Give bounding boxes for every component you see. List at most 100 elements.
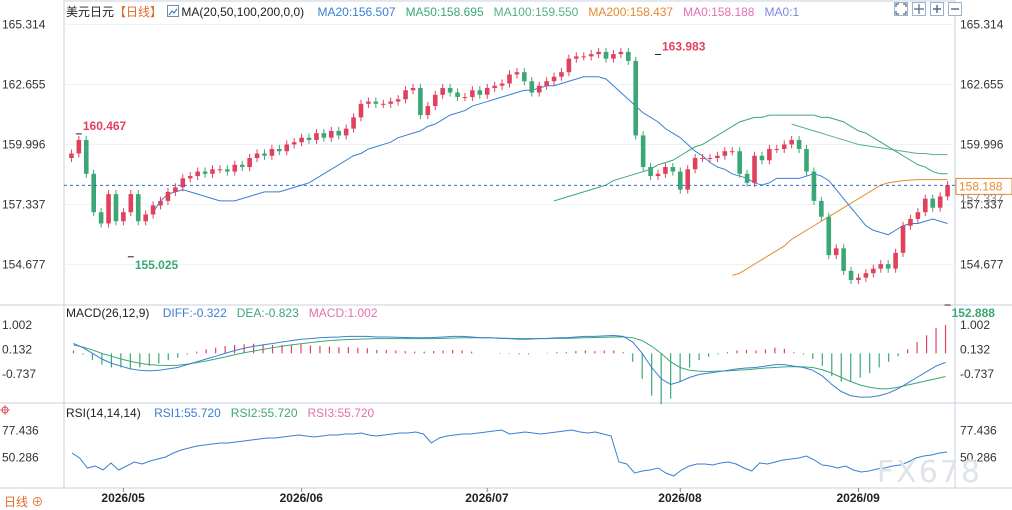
candle-body [98, 212, 104, 224]
period-tab-add-icon: ⊕ [31, 495, 44, 509]
candle-body [462, 97, 468, 99]
ma-values: MA20:156.507 MA50:158.695 MA100:159.550 MA2… [308, 5, 800, 19]
candle-body [328, 130, 334, 138]
zoom-in-glyph-icon [933, 5, 941, 13]
macd-ytick-right: 1.002 [960, 318, 990, 332]
x-tick-label: 2026/06 [280, 491, 324, 505]
crosshair-icon[interactable] [912, 2, 926, 16]
candle-body [351, 117, 356, 129]
rsi-ytick-right: 77.436 [960, 424, 997, 438]
zoom-in-icon[interactable] [930, 2, 944, 16]
high-annotation: 160.467 [83, 119, 127, 133]
macd-legend-item: DIFF:-0.322 [162, 306, 227, 320]
candle-body [225, 169, 230, 172]
settings-target-icon[interactable] [0, 405, 10, 415]
candle-body [83, 139, 89, 174]
candle-body [314, 133, 319, 140]
candle-body [737, 151, 742, 174]
candle-body [759, 155, 765, 161]
axis-layer: 165.314 165.314 162.655 162.655 159.996 159.9… [2, 17, 1012, 505]
candle-body [373, 101, 379, 104]
candle-body [551, 76, 557, 82]
candle-body [930, 198, 936, 208]
candle-body [484, 88, 490, 95]
candle-body [529, 81, 535, 93]
candle-body [291, 142, 297, 145]
candle-body [128, 194, 134, 213]
candle-body [900, 225, 906, 253]
candle-body [789, 139, 794, 145]
ma-chart-icon [168, 8, 178, 16]
candle-body [752, 155, 757, 183]
candle-body [358, 103, 364, 118]
candle-body [908, 218, 913, 226]
macd-header: MACD(26,12,9) DIFF:-0.322 DEA:-0.823 MACD:… [66, 306, 378, 320]
candle-body [432, 94, 438, 107]
candle-body [611, 54, 616, 59]
candle-body [819, 200, 824, 217]
ma-legend-item: MA200:158.437 [588, 5, 674, 19]
candle-body [343, 128, 349, 136]
candle-body [603, 51, 609, 59]
zoom-out-glyph-icon [951, 8, 959, 10]
candle-body [455, 92, 460, 98]
candle-body [158, 200, 163, 206]
candle-body [76, 139, 82, 154]
candle-body [596, 51, 601, 55]
candle-body [633, 60, 639, 136]
ma-indicator-label: MA(20,50,100,200,0,0) [181, 5, 305, 19]
candle-body [841, 248, 846, 271]
candle-body [663, 167, 668, 174]
expand-icon[interactable] [894, 2, 908, 16]
candle-body [380, 103, 386, 105]
candle-body [395, 99, 401, 102]
candle-body [217, 169, 223, 171]
main-ytick-left: 165.314 [2, 17, 46, 31]
target-glyph-icon [0, 405, 10, 415]
macd-ytick-left: 1.002 [2, 318, 32, 332]
zoom-out-icon[interactable] [948, 2, 962, 16]
candle-body [150, 205, 156, 215]
ma-legend-item: MA50:158.695 [405, 5, 484, 19]
candle-body [336, 130, 342, 136]
period-tab[interactable]: 日线 ⊕ [4, 493, 43, 510]
candle-body [284, 144, 290, 152]
period-badge[interactable]: 【日线】 [114, 5, 163, 19]
candle-body [269, 148, 275, 156]
candle-body [588, 54, 594, 57]
candle-body [677, 171, 683, 190]
candle-body [388, 101, 394, 104]
low-annotation: 155.025 [135, 258, 179, 272]
main-ytick-right: 165.314 [960, 17, 1004, 31]
candle-body [187, 176, 193, 179]
macd-title: MACD(26,12,9) [66, 306, 150, 320]
ma-toggle-icon[interactable] [167, 5, 180, 17]
macd-ytick-right: 0.132 [960, 343, 990, 357]
candle-body [871, 268, 876, 274]
candle-body [796, 139, 802, 149]
main-ytick-left: 157.337 [2, 198, 46, 212]
candle-body [536, 85, 542, 93]
high-annotation: 163.983 [662, 40, 706, 54]
candle-body [826, 216, 832, 256]
candle-body [544, 81, 549, 86]
candle-body [937, 196, 943, 208]
candle-body [915, 212, 921, 219]
candle-body [804, 148, 809, 172]
candle-body [945, 185, 950, 197]
macd-ytick-right: -0.737 [960, 367, 994, 381]
crosshair-glyph-icon [914, 4, 924, 14]
candle-body [811, 171, 817, 201]
diff-line [73, 335, 946, 398]
candle-body [410, 88, 416, 91]
candle-body [574, 56, 579, 59]
candle-body [113, 194, 119, 222]
candle-body [885, 264, 891, 269]
rsi-legend: RSI1:55.720 RSI2:55.720 RSI3:55.720 [144, 406, 374, 420]
candle-body [254, 153, 260, 158]
ma-legend-item: MA100:159.550 [493, 5, 579, 19]
candle-body [781, 144, 787, 149]
candle-body [670, 167, 676, 172]
candle-body [878, 264, 884, 269]
